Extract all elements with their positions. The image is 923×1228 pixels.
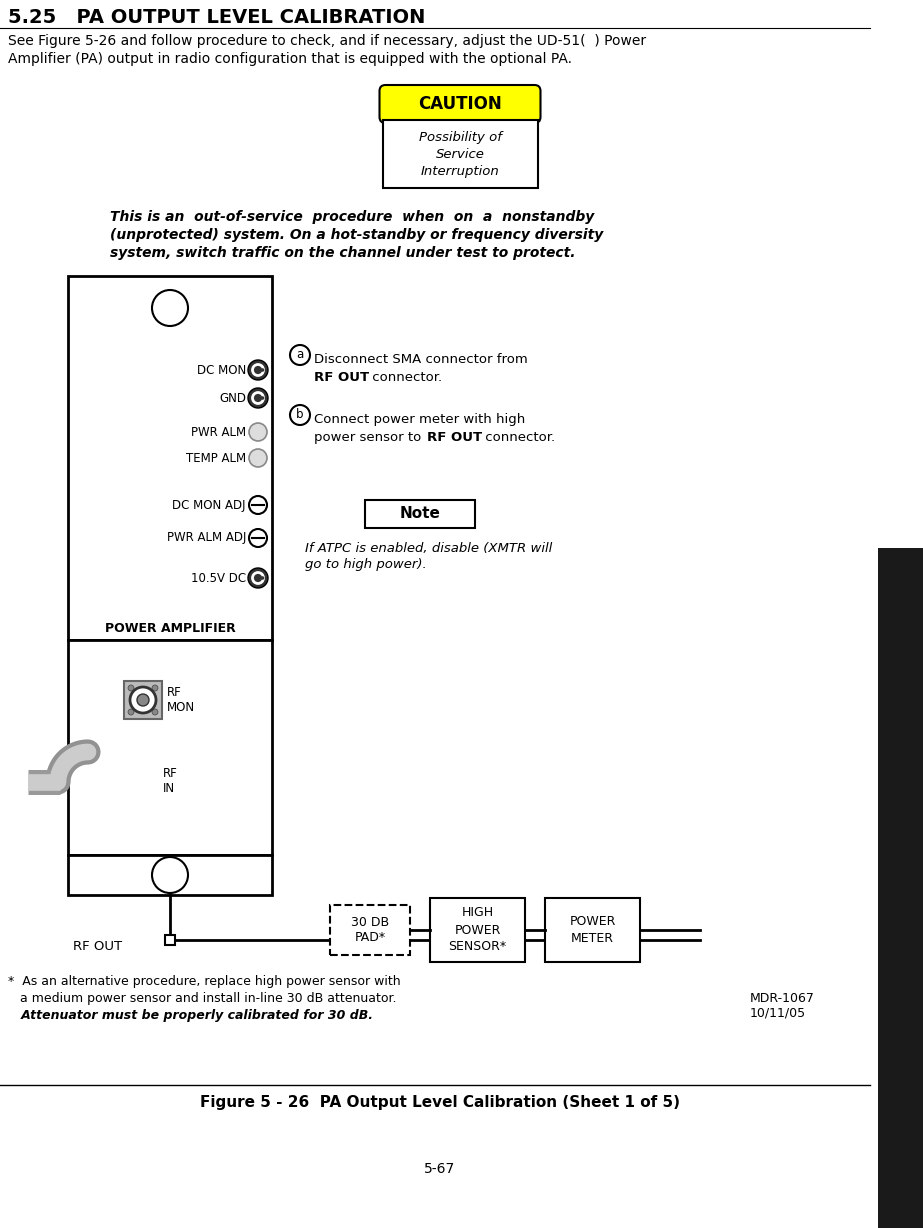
Circle shape [249, 449, 267, 467]
Text: If ATPC is enabled, disable (XMTR will: If ATPC is enabled, disable (XMTR will [305, 542, 552, 555]
Circle shape [152, 709, 158, 715]
Text: connector.: connector. [481, 431, 555, 445]
Bar [430, 898, 525, 962]
Bar [68, 640, 272, 855]
Text: DC MON ADJ: DC MON ADJ [173, 499, 246, 512]
Text: b: b [296, 409, 304, 421]
Circle shape [253, 572, 263, 583]
Text: TEMP ALM: TEMP ALM [186, 452, 246, 464]
Text: See Figure 5-26 and follow procedure to check, and if necessary, adjust the UD-5: See Figure 5-26 and follow procedure to … [8, 34, 646, 48]
Text: Attenuator must be properly calibrated for 30 dB.: Attenuator must be properly calibrated f… [8, 1009, 373, 1022]
Text: Connect power meter with high: Connect power meter with high [314, 413, 525, 426]
Text: *  As an alternative procedure, replace high power sensor with: * As an alternative procedure, replace h… [8, 975, 401, 989]
Text: RF OUT: RF OUT [73, 939, 122, 953]
Text: system, switch traffic on the channel under test to protect.: system, switch traffic on the channel un… [110, 246, 576, 260]
Circle shape [152, 857, 188, 893]
Circle shape [128, 709, 134, 715]
Circle shape [260, 368, 264, 372]
Bar [68, 276, 272, 640]
Text: MDR-1067
10/11/05: MDR-1067 10/11/05 [750, 992, 815, 1020]
Circle shape [248, 569, 268, 588]
Circle shape [152, 290, 188, 325]
Bar [330, 905, 410, 955]
Circle shape [253, 393, 263, 404]
Text: DC MON: DC MON [197, 363, 246, 377]
Text: (unprotected) system. On a hot-standby or frequency diversity: (unprotected) system. On a hot-standby o… [110, 228, 604, 242]
Text: RF OUT: RF OUT [314, 371, 369, 384]
Text: connector.: connector. [368, 371, 442, 384]
Bar [165, 935, 175, 946]
Text: RF OUT: RF OUT [427, 431, 482, 445]
Text: RF
MON: RF MON [167, 686, 195, 713]
Bar [878, 548, 923, 1228]
Circle shape [128, 685, 134, 691]
Text: GND: GND [219, 392, 246, 404]
Text: power sensor to: power sensor to [314, 431, 426, 445]
FancyBboxPatch shape [379, 85, 541, 123]
Circle shape [249, 529, 267, 546]
Text: Disconnect SMA connector from: Disconnect SMA connector from [314, 352, 528, 366]
Circle shape [290, 345, 310, 365]
Text: 10.5V DC: 10.5V DC [191, 571, 246, 585]
Text: 5-67: 5-67 [425, 1162, 456, 1176]
Text: a medium power sensor and install in-line 30 dB attenuator.: a medium power sensor and install in-lin… [8, 992, 397, 1005]
Text: Possibility of
Service
Interruption: Possibility of Service Interruption [418, 130, 501, 178]
Circle shape [249, 496, 267, 515]
Bar [124, 682, 162, 720]
Circle shape [130, 686, 156, 713]
Text: CAUTION: CAUTION [418, 95, 502, 113]
Text: 5.25   PA OUTPUT LEVEL CALIBRATION: 5.25 PA OUTPUT LEVEL CALIBRATION [8, 9, 426, 27]
Text: PWR ALM: PWR ALM [191, 425, 246, 438]
Bar [545, 898, 640, 962]
Circle shape [249, 422, 267, 441]
Text: Note: Note [400, 506, 440, 522]
Circle shape [260, 576, 264, 580]
Text: 30 DB
PAD*: 30 DB PAD* [351, 916, 390, 944]
Text: Figure 5 - 26  PA Output Level Calibration (Sheet 1 of 5): Figure 5 - 26 PA Output Level Calibratio… [200, 1095, 680, 1110]
Text: POWER
METER: POWER METER [569, 915, 616, 946]
Bar [382, 120, 537, 188]
Text: POWER AMPLIFIER: POWER AMPLIFIER [104, 621, 235, 635]
Circle shape [248, 388, 268, 408]
Text: RF
IN: RF IN [163, 768, 178, 795]
Text: PWR ALM ADJ: PWR ALM ADJ [167, 532, 246, 544]
Text: This is an  out-of-service  procedure  when  on  a  nonstandby: This is an out-of-service procedure when… [110, 210, 594, 223]
Circle shape [260, 397, 264, 400]
Bar [68, 855, 272, 895]
Circle shape [152, 685, 158, 691]
Text: HIGH
POWER
SENSOR*: HIGH POWER SENSOR* [449, 906, 507, 953]
Text: a: a [296, 349, 304, 361]
Circle shape [248, 360, 268, 379]
Bar [365, 500, 475, 528]
Circle shape [137, 694, 149, 706]
Circle shape [290, 405, 310, 425]
Text: go to high power).: go to high power). [305, 558, 426, 571]
Circle shape [253, 365, 263, 376]
Text: Amplifier (PA) output in radio configuration that is equipped with the optional : Amplifier (PA) output in radio configura… [8, 52, 572, 66]
